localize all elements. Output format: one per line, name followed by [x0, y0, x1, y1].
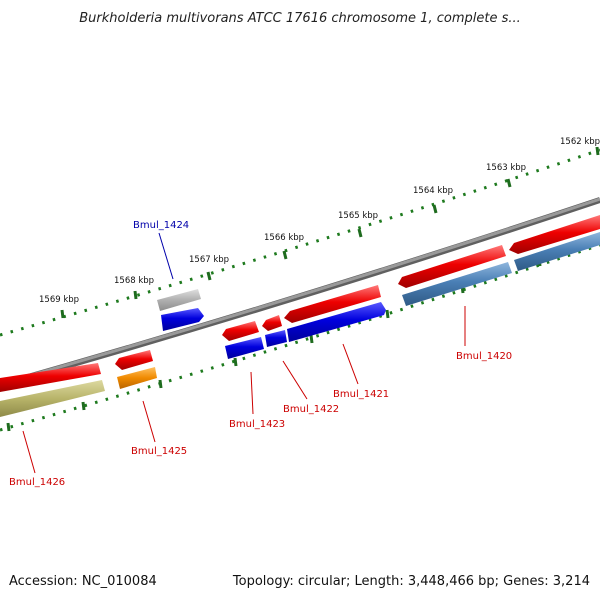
gene-arrow-1421-blue[interactable]	[287, 302, 386, 342]
leader-lines	[22, 232, 466, 474]
scale-label-1565: 1565 kbp	[338, 211, 378, 221]
outer-major-ticks	[60, 146, 600, 319]
gene-arrow-1422-red[interactable]	[262, 315, 282, 331]
gene-label-1424[interactable]: Bmul_1424	[133, 220, 189, 231]
genes-upper-strand	[0, 215, 600, 392]
gene-arrow-1425-red[interactable]	[115, 350, 153, 370]
major-tick-1562	[595, 146, 600, 156]
scale-label-1563: 1563 kbp	[486, 163, 526, 173]
accession-text: Accession: NC_010084	[9, 574, 157, 589]
map-title: Burkholderia multivorans ATCC 17616 chro…	[79, 11, 521, 26]
scale-label-1564: 1564 kbp	[413, 186, 453, 196]
topology-summary: Topology: circular; Length: 3,448,466 bp…	[232, 574, 590, 589]
inner-major-ticks	[6, 257, 542, 432]
gene-arrow-1424-gray[interactable]	[157, 289, 201, 311]
gene-arrow-1421-red[interactable]	[284, 285, 381, 323]
scale-labels: 1562 kbp 1563 kbp 1564 kbp 1565 kbp 1566…	[39, 137, 600, 305]
gene-arrow-1423-blue[interactable]	[225, 337, 264, 359]
leader-1421	[342, 343, 359, 385]
major-tick-1566	[282, 250, 288, 260]
gene-arrow-1422-blue[interactable]	[265, 330, 287, 347]
gene-label-1425[interactable]: Bmul_1425	[131, 446, 187, 457]
chromosome-backbone	[0, 197, 600, 388]
genes-lower-strand	[0, 232, 600, 417]
leader-1423	[250, 371, 254, 415]
gene-label-1426[interactable]: Bmul_1426	[9, 477, 65, 488]
gene-arrow-1419-steel[interactable]	[514, 232, 600, 271]
leader-1426	[22, 430, 36, 474]
major-tick-1564	[432, 204, 438, 214]
leader-1425	[142, 400, 156, 443]
leader-1422	[282, 360, 308, 400]
leader-1424	[158, 232, 174, 280]
scale-label-1562: 1562 kbp	[560, 137, 600, 147]
gene-label-1421[interactable]: Bmul_1421	[333, 389, 389, 400]
scale-label-1568: 1568 kbp	[114, 276, 154, 286]
scale-label-1569: 1569 kbp	[39, 295, 79, 305]
gene-arrow-1426-olive[interactable]	[0, 380, 105, 417]
gene-arrow-1425-orange[interactable]	[117, 367, 157, 389]
major-tick-1563	[506, 178, 512, 188]
scale-label-1566: 1566 kbp	[264, 233, 304, 243]
gene-arrow-1426-red[interactable]	[0, 363, 101, 392]
gene-labels: Bmul_1420 Bmul_1421 Bmul_1422 Bmul_1423 …	[9, 220, 512, 488]
gene-label-1423[interactable]: Bmul_1423	[229, 419, 285, 430]
major-tick-1569	[60, 309, 65, 319]
gene-arrow-1420-red[interactable]	[398, 245, 506, 288]
major-tick-1567	[206, 271, 212, 281]
gene-arrow-1420-steel[interactable]	[402, 262, 512, 306]
major-tick-1568	[133, 290, 138, 300]
gene-label-1422[interactable]: Bmul_1422	[283, 404, 339, 415]
major-tick-1565	[357, 228, 363, 238]
outer-scale-track	[0, 148, 600, 337]
gene-arrow-1419-red[interactable]	[509, 215, 600, 254]
gene-arrow-1424-blue[interactable]	[161, 308, 204, 331]
scale-label-1567: 1567 kbp	[189, 255, 229, 265]
gene-label-1420[interactable]: Bmul_1420	[456, 351, 512, 362]
gene-arrow-1423-red[interactable]	[222, 321, 259, 341]
